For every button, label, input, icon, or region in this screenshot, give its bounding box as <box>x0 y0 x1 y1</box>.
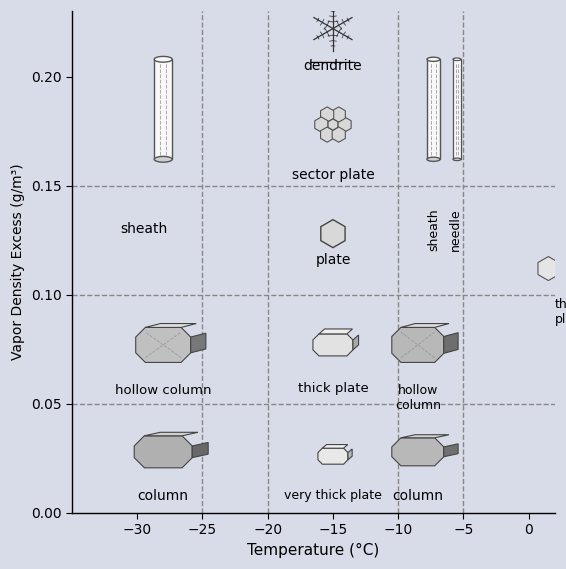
Text: thin
plate: thin plate <box>555 298 566 326</box>
Polygon shape <box>321 220 345 248</box>
Polygon shape <box>392 327 444 362</box>
Polygon shape <box>453 58 461 60</box>
Polygon shape <box>444 333 458 353</box>
Y-axis label: Vapor Density Excess (g/m³): Vapor Density Excess (g/m³) <box>11 164 25 360</box>
Polygon shape <box>191 333 206 353</box>
Text: needle: needle <box>449 208 462 250</box>
Text: column: column <box>392 489 443 503</box>
Polygon shape <box>155 56 172 62</box>
Polygon shape <box>320 107 334 122</box>
Polygon shape <box>444 444 458 457</box>
Polygon shape <box>353 335 358 350</box>
Polygon shape <box>315 117 328 132</box>
Polygon shape <box>319 329 353 334</box>
Polygon shape <box>320 127 334 142</box>
Polygon shape <box>313 334 353 356</box>
Polygon shape <box>136 327 191 362</box>
Text: plate: plate <box>315 253 350 267</box>
Polygon shape <box>427 157 440 162</box>
Polygon shape <box>427 57 440 61</box>
Polygon shape <box>323 444 348 448</box>
Text: sheath: sheath <box>120 222 168 236</box>
Text: hollow column: hollow column <box>115 384 212 397</box>
Polygon shape <box>144 432 198 436</box>
Polygon shape <box>401 324 449 327</box>
Polygon shape <box>328 119 338 130</box>
Polygon shape <box>332 107 345 122</box>
Polygon shape <box>134 436 192 468</box>
Text: very thick plate: very thick plate <box>284 489 382 502</box>
Polygon shape <box>348 449 352 460</box>
Text: dendrite: dendrite <box>303 59 362 73</box>
Text: column: column <box>138 489 188 503</box>
Text: hollow
column: hollow column <box>395 384 441 412</box>
Text: thick plate: thick plate <box>298 382 368 395</box>
Text: sector plate: sector plate <box>291 168 374 182</box>
Polygon shape <box>155 156 172 162</box>
Polygon shape <box>453 158 461 160</box>
Polygon shape <box>154 59 172 159</box>
Polygon shape <box>392 438 444 466</box>
X-axis label: Temperature (°C): Temperature (°C) <box>247 543 379 558</box>
Polygon shape <box>427 59 440 159</box>
Polygon shape <box>401 435 449 438</box>
Polygon shape <box>332 127 345 142</box>
Text: sheath: sheath <box>427 208 440 250</box>
Polygon shape <box>145 324 196 327</box>
Polygon shape <box>318 448 348 464</box>
Polygon shape <box>338 117 351 132</box>
Polygon shape <box>192 443 208 457</box>
Polygon shape <box>538 257 559 281</box>
Polygon shape <box>453 59 461 159</box>
